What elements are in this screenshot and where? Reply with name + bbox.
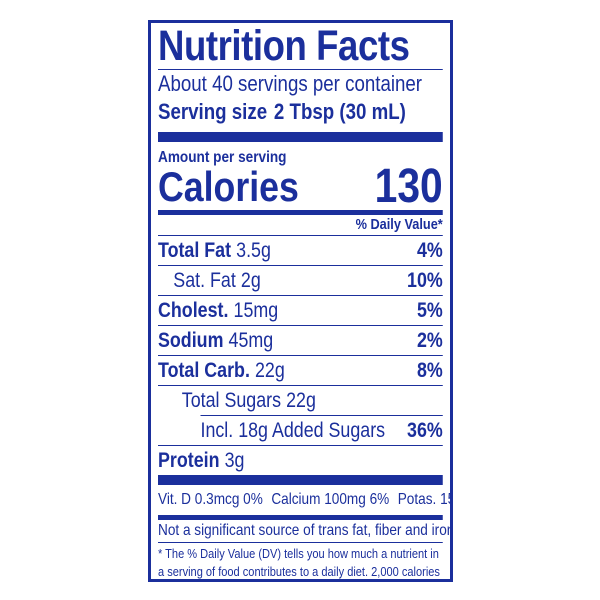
vitamins: Vit. D 0.3mcg 0% Calcium 100mg 6% Potas.… bbox=[158, 485, 450, 515]
serving-size: Serving size 2 Tbsp (30 mL) bbox=[158, 98, 443, 132]
medium-bar bbox=[158, 210, 443, 215]
rule bbox=[158, 69, 443, 70]
title: Nutrition Facts bbox=[158, 22, 410, 70]
nutrition-label: Nutrition Facts About 40 servings per co… bbox=[148, 20, 453, 582]
footnote: * The % Daily Value (DV) tells you how m… bbox=[158, 546, 440, 579]
vitamin: Calcium 100mg 6% bbox=[271, 491, 390, 508]
nutrient-row: Cholest. 15mg 5% bbox=[158, 295, 443, 325]
nutrient-row: Sodium 45mg 2% bbox=[158, 325, 443, 355]
servings: About 40 servings per container bbox=[158, 71, 423, 96]
thick-bar bbox=[158, 475, 443, 485]
nutrient-dv: 8% bbox=[416, 358, 443, 382]
calories: Calories 130 bbox=[158, 160, 443, 213]
nutrient-dv: 2% bbox=[416, 328, 443, 352]
nutrient-dv: 36% bbox=[407, 418, 443, 442]
nutrient-dv: 5% bbox=[416, 298, 443, 322]
rule bbox=[158, 542, 443, 543]
nutrient-row: Incl. 18g Added Sugars 36% bbox=[200, 415, 443, 445]
nutrient-amount: 3g bbox=[224, 448, 245, 472]
nutrient-amount: 22g bbox=[286, 388, 316, 412]
nutrient-row: Protein 3g bbox=[158, 445, 443, 475]
nutrient-amount: 15mg bbox=[233, 298, 279, 322]
label-content: Nutrition Facts About 40 servings per co… bbox=[158, 22, 453, 579]
nutrient-name: Cholest. bbox=[158, 298, 229, 322]
daily-value-header: % Daily Value* bbox=[355, 216, 443, 233]
nutrient-name: Total Sugars bbox=[181, 388, 282, 412]
nutrient-dv: 10% bbox=[407, 268, 443, 292]
nutrient-row: Total Sugars 22g bbox=[158, 385, 443, 415]
serving-size-label: Serving size bbox=[158, 99, 268, 124]
nutrient-row: Sat. Fat 2g 10% bbox=[158, 265, 443, 295]
medium-bar bbox=[158, 515, 443, 520]
calories-label: Calories bbox=[158, 163, 299, 210]
vitamin: Potas. 150mg 2% bbox=[397, 491, 450, 508]
thick-bar bbox=[158, 132, 443, 142]
nutrient-name: Protein bbox=[158, 448, 220, 472]
nutrient-name: Sat. Fat bbox=[173, 268, 236, 292]
nutrient-amount: 45mg bbox=[228, 328, 274, 352]
vitamin: Vit. D 0.3mcg 0% bbox=[158, 491, 263, 508]
calories-value: 130 bbox=[374, 160, 443, 213]
nutrient-amount: 2g bbox=[240, 268, 261, 292]
nutrient-amount: 22g bbox=[255, 358, 285, 382]
nutrient-name: Sodium bbox=[158, 328, 224, 352]
nutrient-name: Total Carb. bbox=[158, 358, 250, 382]
nutrient-name: Incl. 18g Added Sugars bbox=[200, 418, 386, 442]
serving-size-value: 2 Tbsp (30 mL) bbox=[273, 99, 406, 124]
nutrient-dv: 4% bbox=[416, 238, 443, 262]
nutrient-row: Total Carb. 22g 8% bbox=[158, 355, 443, 385]
note: Not a significant source of trans fat, f… bbox=[158, 522, 453, 539]
nutrient-row: Total Fat 3.5g 4% bbox=[158, 235, 443, 265]
amount-per-serving: Amount per serving bbox=[158, 149, 287, 166]
nutrient-amount: 3.5g bbox=[236, 238, 271, 262]
nutrient-name: Total Fat bbox=[158, 238, 232, 262]
